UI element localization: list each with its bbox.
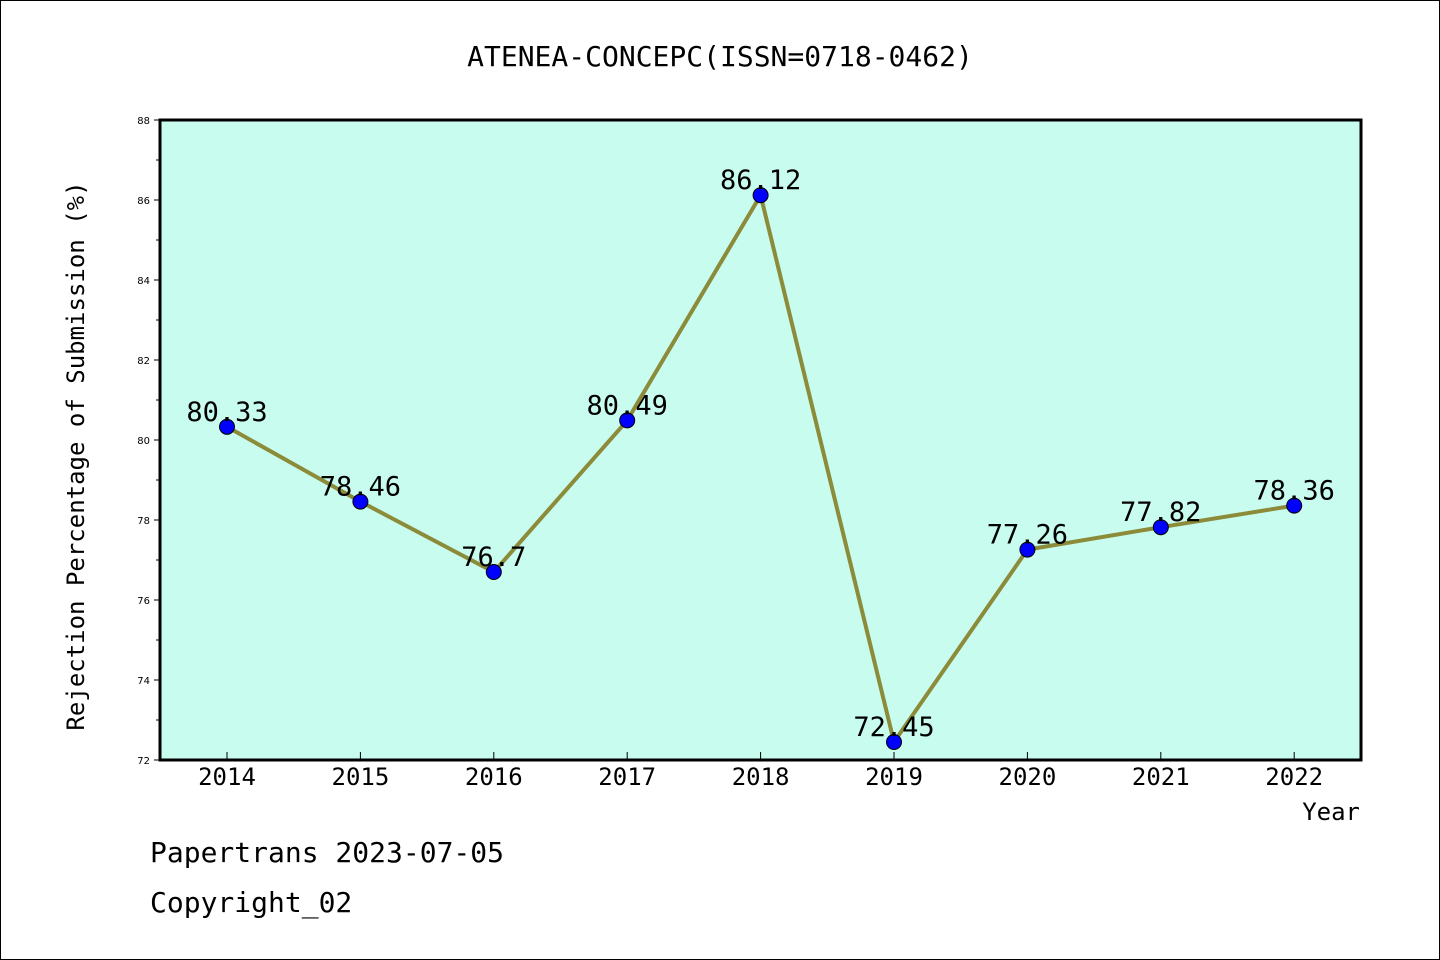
y-tick-label: 82 (137, 356, 150, 367)
y-axis: 72 74 76 78 80 82 84 86 88 (137, 116, 160, 767)
x-axis: 2014 2015 2016 2017 2018 2019 2020 2021 2022 (198, 752, 1323, 791)
data-label: 72.45 (853, 712, 934, 743)
footer-date: Papertrans 2023-07-05 (150, 836, 505, 869)
data-point (1152, 519, 1169, 536)
x-tick-label: 2018 (732, 763, 790, 791)
data-point (352, 493, 369, 510)
data-label: 80.33 (186, 397, 267, 428)
data-point (752, 187, 769, 204)
y-tick-label: 74 (137, 676, 150, 687)
y-tick-label: 76 (137, 596, 150, 607)
series-markers (219, 187, 1303, 750)
data-point (619, 412, 636, 429)
y-tick-label: 86 (137, 196, 150, 207)
y-axis-label: Rejection Percentage of Submission (%) (62, 181, 90, 730)
x-tick-label: 2015 (332, 763, 390, 791)
data-label: 78.36 (1254, 476, 1335, 507)
data-label: 77.82 (1120, 497, 1201, 528)
data-point (886, 734, 902, 750)
x-tick-label: 2019 (865, 763, 923, 791)
footer-copyright: Copyright_02 (150, 886, 353, 919)
data-point (485, 564, 502, 580)
x-tick-label: 2017 (598, 763, 656, 791)
data-label: 80.49 (587, 390, 668, 421)
x-tick-label: 2022 (1265, 763, 1323, 791)
y-tick-label: 78 (137, 516, 150, 527)
chart-title: ATENEA-CONCEPC(ISSN=0718-0462) (467, 40, 973, 73)
data-point (1286, 497, 1303, 514)
plot-area (160, 120, 1361, 760)
x-axis-label: Year (1302, 798, 1360, 826)
data-label: 76.7 (461, 542, 526, 573)
y-tick-label: 88 (137, 116, 150, 127)
data-label: 78.46 (320, 472, 401, 503)
data-label: 86.12 (720, 165, 801, 196)
y-tick-label: 84 (137, 276, 150, 287)
x-tick-label: 2021 (1132, 763, 1190, 791)
data-label: 77.26 (987, 520, 1068, 551)
x-tick-label: 2014 (198, 763, 256, 791)
y-tick-label: 80 (137, 436, 150, 447)
data-labels: 80.33 78.46 76.7 80.49 86.12 72.45 77.26 77.82 7… (186, 165, 1334, 743)
x-tick-label: 2016 (465, 763, 523, 791)
data-point (1019, 541, 1036, 558)
data-point (219, 418, 235, 435)
x-tick-label: 2020 (999, 763, 1057, 791)
plot-border (158, 118, 1363, 762)
y-tick-label: 72 (137, 756, 150, 767)
